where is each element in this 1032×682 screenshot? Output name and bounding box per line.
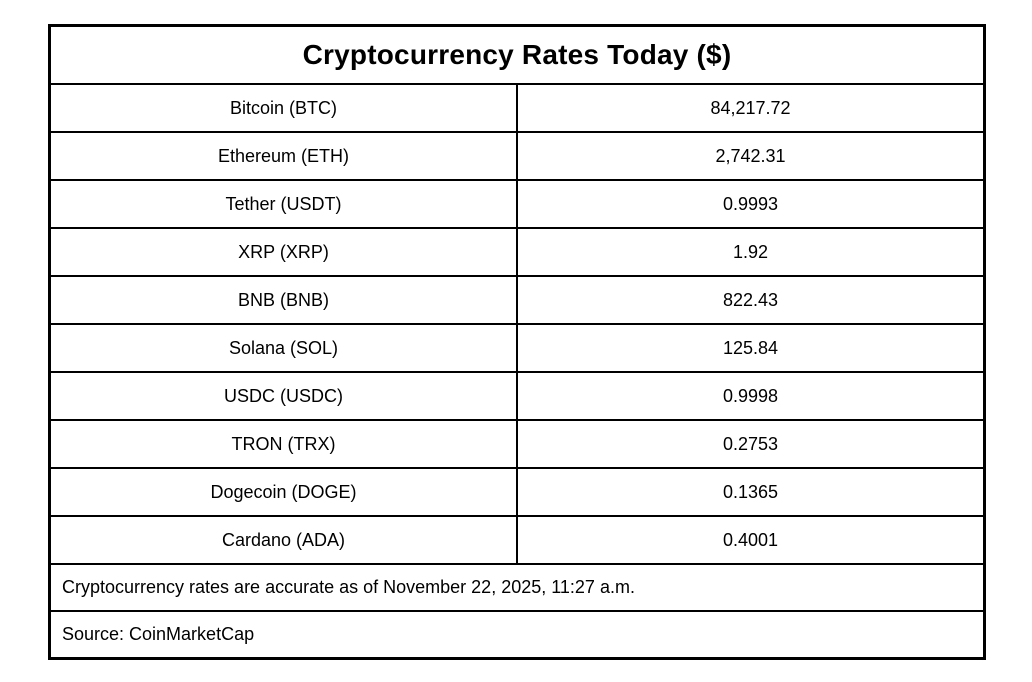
page-title: Cryptocurrency Rates Today ($) <box>48 24 986 85</box>
crypto-name-cell: Cardano (ADA) <box>48 515 518 565</box>
source-row: Source: CoinMarketCap <box>48 610 986 660</box>
crypto-rate-cell: 0.2753 <box>516 419 986 469</box>
crypto-name-cell: Ethereum (ETH) <box>48 131 518 181</box>
accuracy-note: Cryptocurrency rates are accurate as of … <box>48 563 986 612</box>
crypto-name-cell: Solana (SOL) <box>48 323 518 373</box>
crypto-name-cell: USDC (USDC) <box>48 371 518 421</box>
crypto-rate-cell: 125.84 <box>516 323 986 373</box>
crypto-name-cell: Tether (USDT) <box>48 179 518 229</box>
crypto-rate-cell: 0.4001 <box>516 515 986 565</box>
crypto-name-cell: BNB (BNB) <box>48 275 518 325</box>
crypto-rate-cell: 0.1365 <box>516 467 986 517</box>
footnote-row: Cryptocurrency rates are accurate as of … <box>48 563 986 612</box>
table-row: Dogecoin (DOGE) 0.1365 <box>48 467 986 517</box>
crypto-name-cell: TRON (TRX) <box>48 419 518 469</box>
crypto-name-cell: XRP (XRP) <box>48 227 518 277</box>
crypto-rate-cell: 0.9998 <box>516 371 986 421</box>
table-row: Cardano (ADA) 0.4001 <box>48 515 986 565</box>
table-row: TRON (TRX) 0.2753 <box>48 419 986 469</box>
crypto-rates-table: Cryptocurrency Rates Today ($) Bitcoin (… <box>48 24 986 660</box>
source-note: Source: CoinMarketCap <box>48 610 986 660</box>
crypto-rate-cell: 1.92 <box>516 227 986 277</box>
crypto-name-cell: Dogecoin (DOGE) <box>48 467 518 517</box>
table-row: USDC (USDC) 0.9998 <box>48 371 986 421</box>
table-row: Solana (SOL) 125.84 <box>48 323 986 373</box>
table-row: Bitcoin (BTC) 84,217.72 <box>48 83 986 133</box>
title-row: Cryptocurrency Rates Today ($) <box>48 24 986 85</box>
crypto-rate-cell: 84,217.72 <box>516 83 986 133</box>
table-row: XRP (XRP) 1.92 <box>48 227 986 277</box>
crypto-rate-cell: 0.9993 <box>516 179 986 229</box>
crypto-rate-cell: 822.43 <box>516 275 986 325</box>
crypto-name-cell: Bitcoin (BTC) <box>48 83 518 133</box>
rates-body: Bitcoin (BTC) 84,217.72 Ethereum (ETH) 2,74… <box>48 83 986 565</box>
table-row: BNB (BNB) 822.43 <box>48 275 986 325</box>
crypto-rate-cell: 2,742.31 <box>516 131 986 181</box>
table-row: Tether (USDT) 0.9993 <box>48 179 986 229</box>
table-row: Ethereum (ETH) 2,742.31 <box>48 131 986 181</box>
